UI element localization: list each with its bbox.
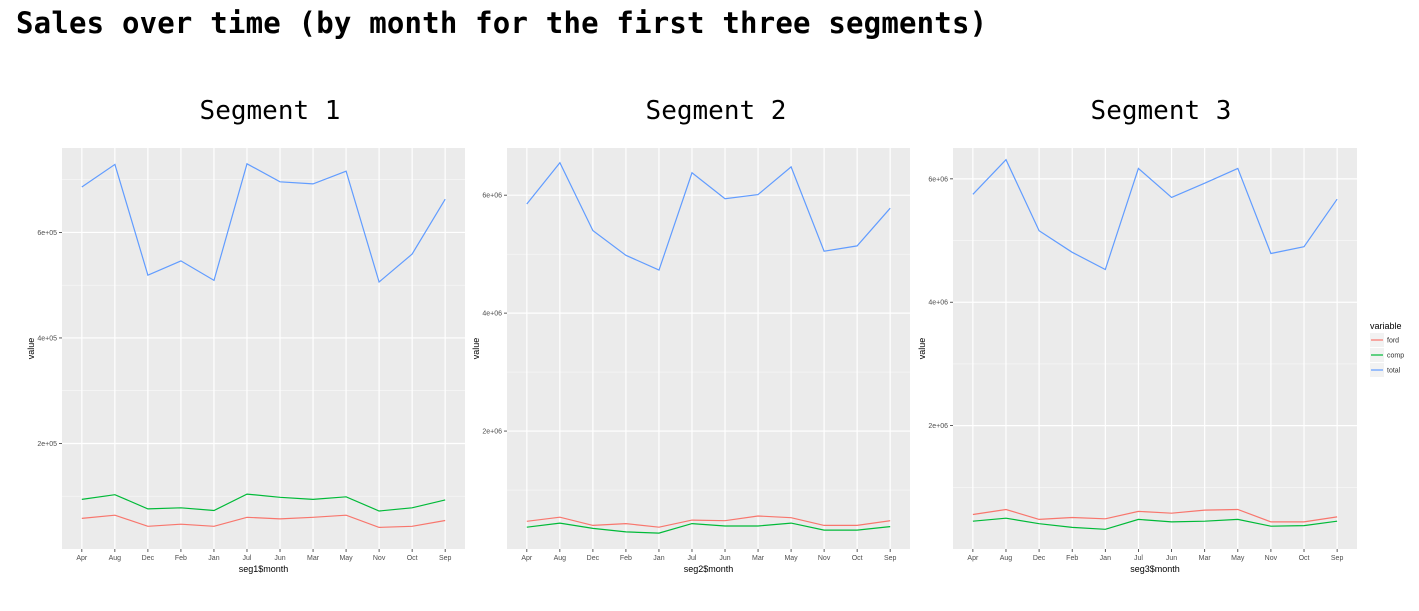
y-tick-label: 6e+05 — [37, 230, 57, 237]
x-tick-label: Jan — [1100, 555, 1111, 562]
legend-label-comp: comp — [1387, 353, 1404, 360]
y-tick-label: 4e+06 — [482, 311, 502, 318]
x-tick-label: Oct — [852, 555, 863, 562]
x-tick-label: Apr — [967, 555, 979, 562]
y-tick-label: 4e+06 — [928, 300, 948, 307]
panel-title-segment-1: Segment 1 — [199, 96, 341, 126]
panel-title-segment-3: Segment 3 — [1090, 96, 1232, 126]
x-tick-label: Aug — [109, 555, 122, 562]
legend: variable ford comp total — [1370, 321, 1404, 377]
plot-panel — [507, 148, 910, 549]
x-tick-label: Jun — [274, 555, 285, 562]
x-axis-title: seg1$month — [239, 564, 289, 574]
series-line-total — [972, 158, 1338, 271]
x-tick-label: Mar — [752, 555, 765, 562]
series-line-comp — [81, 493, 446, 512]
x-tick-label: Dec — [1033, 555, 1046, 562]
x-tick-label: Jun — [719, 555, 730, 562]
x-tick-label: Sep — [439, 555, 452, 562]
x-tick-label: Jul — [1134, 555, 1143, 562]
x-tick-label: Jan — [653, 555, 664, 562]
x-tick-label: Jan — [208, 555, 219, 562]
x-tick-label: Aug — [1000, 555, 1013, 562]
x-tick-label: Jul — [688, 555, 697, 562]
series-line-ford — [81, 514, 446, 529]
series-line-comp — [972, 517, 1338, 530]
legend-title: variable — [1370, 321, 1402, 331]
series-line-ford — [972, 508, 1338, 523]
page-title: Sales over time (by month for the first … — [16, 6, 988, 40]
x-tick-label: May — [339, 555, 353, 562]
x-tick-label: Sep — [884, 555, 897, 562]
x-tick-label: Jul — [243, 555, 252, 562]
series-line-total — [526, 161, 891, 271]
x-tick-label: Apr — [76, 555, 88, 562]
x-tick-label: Dec — [142, 555, 155, 562]
x-tick-label: Mar — [1199, 555, 1212, 562]
x-tick-label: Feb — [1066, 555, 1078, 562]
series-line-ford — [526, 515, 891, 528]
series-line-total — [81, 162, 446, 284]
chart-panel-1: 2e+05 4e+05 6e+05 Apr Aug Dec Feb Jan Jul Jun Mar M… — [26, 148, 465, 574]
x-tick-label: Feb — [620, 555, 632, 562]
legend-label-ford: ford — [1387, 338, 1399, 345]
x-tick-label: Dec — [587, 555, 600, 562]
y-tick-label: 6e+06 — [928, 176, 948, 183]
chart-panel-2: 2e+06 4e+06 6e+06 Apr Aug Dec Feb Jan Jul Jun Mar M… — [471, 148, 910, 574]
x-axis-title: seg2$month — [684, 564, 734, 574]
x-tick-label: May — [1231, 555, 1245, 562]
x-tick-label: May — [784, 555, 798, 562]
y-axis-title: value — [917, 338, 927, 360]
plot-panel — [62, 148, 465, 549]
y-tick-label: 6e+06 — [482, 193, 502, 200]
x-tick-label: Nov — [818, 555, 831, 562]
y-axis-title: value — [26, 338, 36, 360]
y-axis-title: value — [471, 338, 481, 360]
x-tick-label: Oct — [1299, 555, 1310, 562]
x-axis-title: seg3$month — [1130, 564, 1180, 574]
legend-label-total: total — [1387, 368, 1401, 375]
x-tick-label: Oct — [407, 555, 418, 562]
x-tick-label: Nov — [373, 555, 386, 562]
x-tick-label: Jun — [1166, 555, 1177, 562]
chart-panel-3: 2e+06 4e+06 6e+06 Apr Aug Dec Feb Jan Jul Jun Mar M… — [917, 148, 1357, 574]
x-tick-label: Feb — [175, 555, 187, 562]
y-tick-label: 2e+06 — [482, 429, 502, 436]
y-tick-label: 2e+06 — [928, 423, 948, 430]
y-tick-label: 2e+05 — [37, 441, 57, 448]
x-tick-label: Nov — [1265, 555, 1278, 562]
x-tick-label: Aug — [554, 555, 567, 562]
series-line-comp — [526, 522, 891, 534]
x-tick-label: Apr — [521, 555, 533, 562]
x-tick-label: Sep — [1331, 555, 1344, 562]
x-tick-label: Mar — [307, 555, 320, 562]
plot-panel — [953, 148, 1357, 549]
panel-title-segment-2: Segment 2 — [645, 96, 787, 126]
y-tick-label: 4e+05 — [37, 335, 57, 342]
